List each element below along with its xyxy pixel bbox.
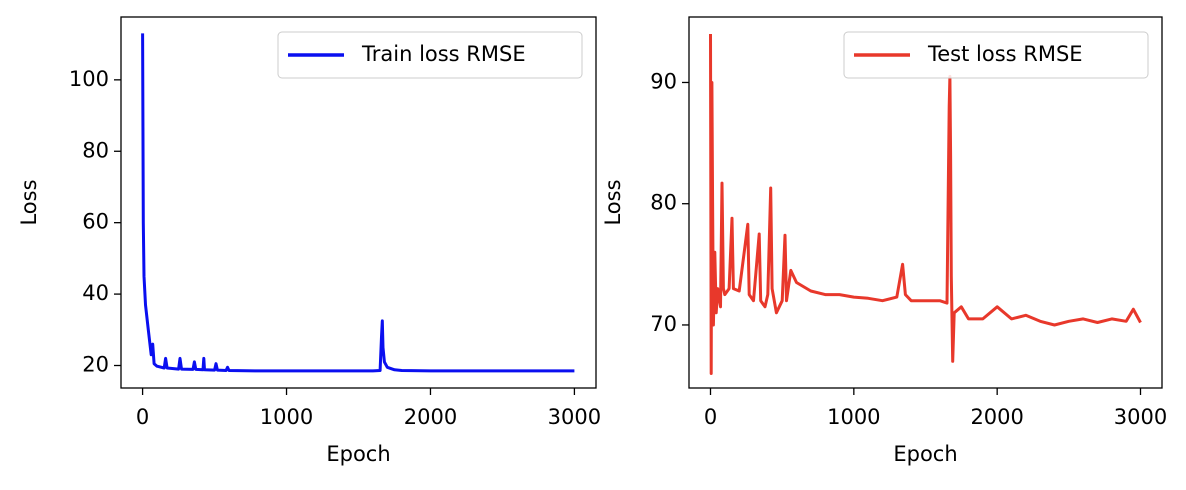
axes-frame	[688, 16, 1163, 389]
legend: Train loss RMSE	[277, 31, 583, 79]
y-tick-label: 60	[82, 210, 109, 234]
legend-box	[843, 31, 1149, 79]
y-tick-label: 80	[82, 138, 109, 162]
x-axis-label: Epoch	[326, 442, 390, 466]
x-tick-label: 3000	[548, 405, 601, 429]
y-tick-label: 70	[650, 312, 677, 336]
y-axis-label: Loss	[17, 179, 41, 225]
legend-label: Train loss RMSE	[361, 42, 526, 66]
legend-box	[277, 31, 583, 79]
y-tick-label: 20	[82, 353, 109, 377]
x-tick-label: 0	[136, 405, 149, 429]
y-tick-label: 80	[650, 191, 677, 215]
x-tick-label: 1000	[260, 405, 313, 429]
y-axis-label: Loss	[601, 179, 625, 225]
x-tick-label: 2000	[970, 405, 1023, 429]
y-tick-label: 100	[69, 67, 109, 91]
x-tick-label: 1000	[827, 405, 880, 429]
x-tick-label: 2000	[404, 405, 457, 429]
x-tick-label: 0	[704, 405, 717, 429]
line	[709, 33, 1142, 375]
y-tick-label: 90	[650, 69, 677, 93]
axes-frame	[120, 16, 597, 389]
legend-label: Test loss RMSE	[927, 42, 1083, 66]
line	[141, 33, 575, 373]
x-axis-label: Epoch	[893, 442, 957, 466]
y-tick-label: 40	[82, 281, 109, 305]
legend: Test loss RMSE	[843, 31, 1149, 79]
x-tick-label: 3000	[1114, 405, 1167, 429]
